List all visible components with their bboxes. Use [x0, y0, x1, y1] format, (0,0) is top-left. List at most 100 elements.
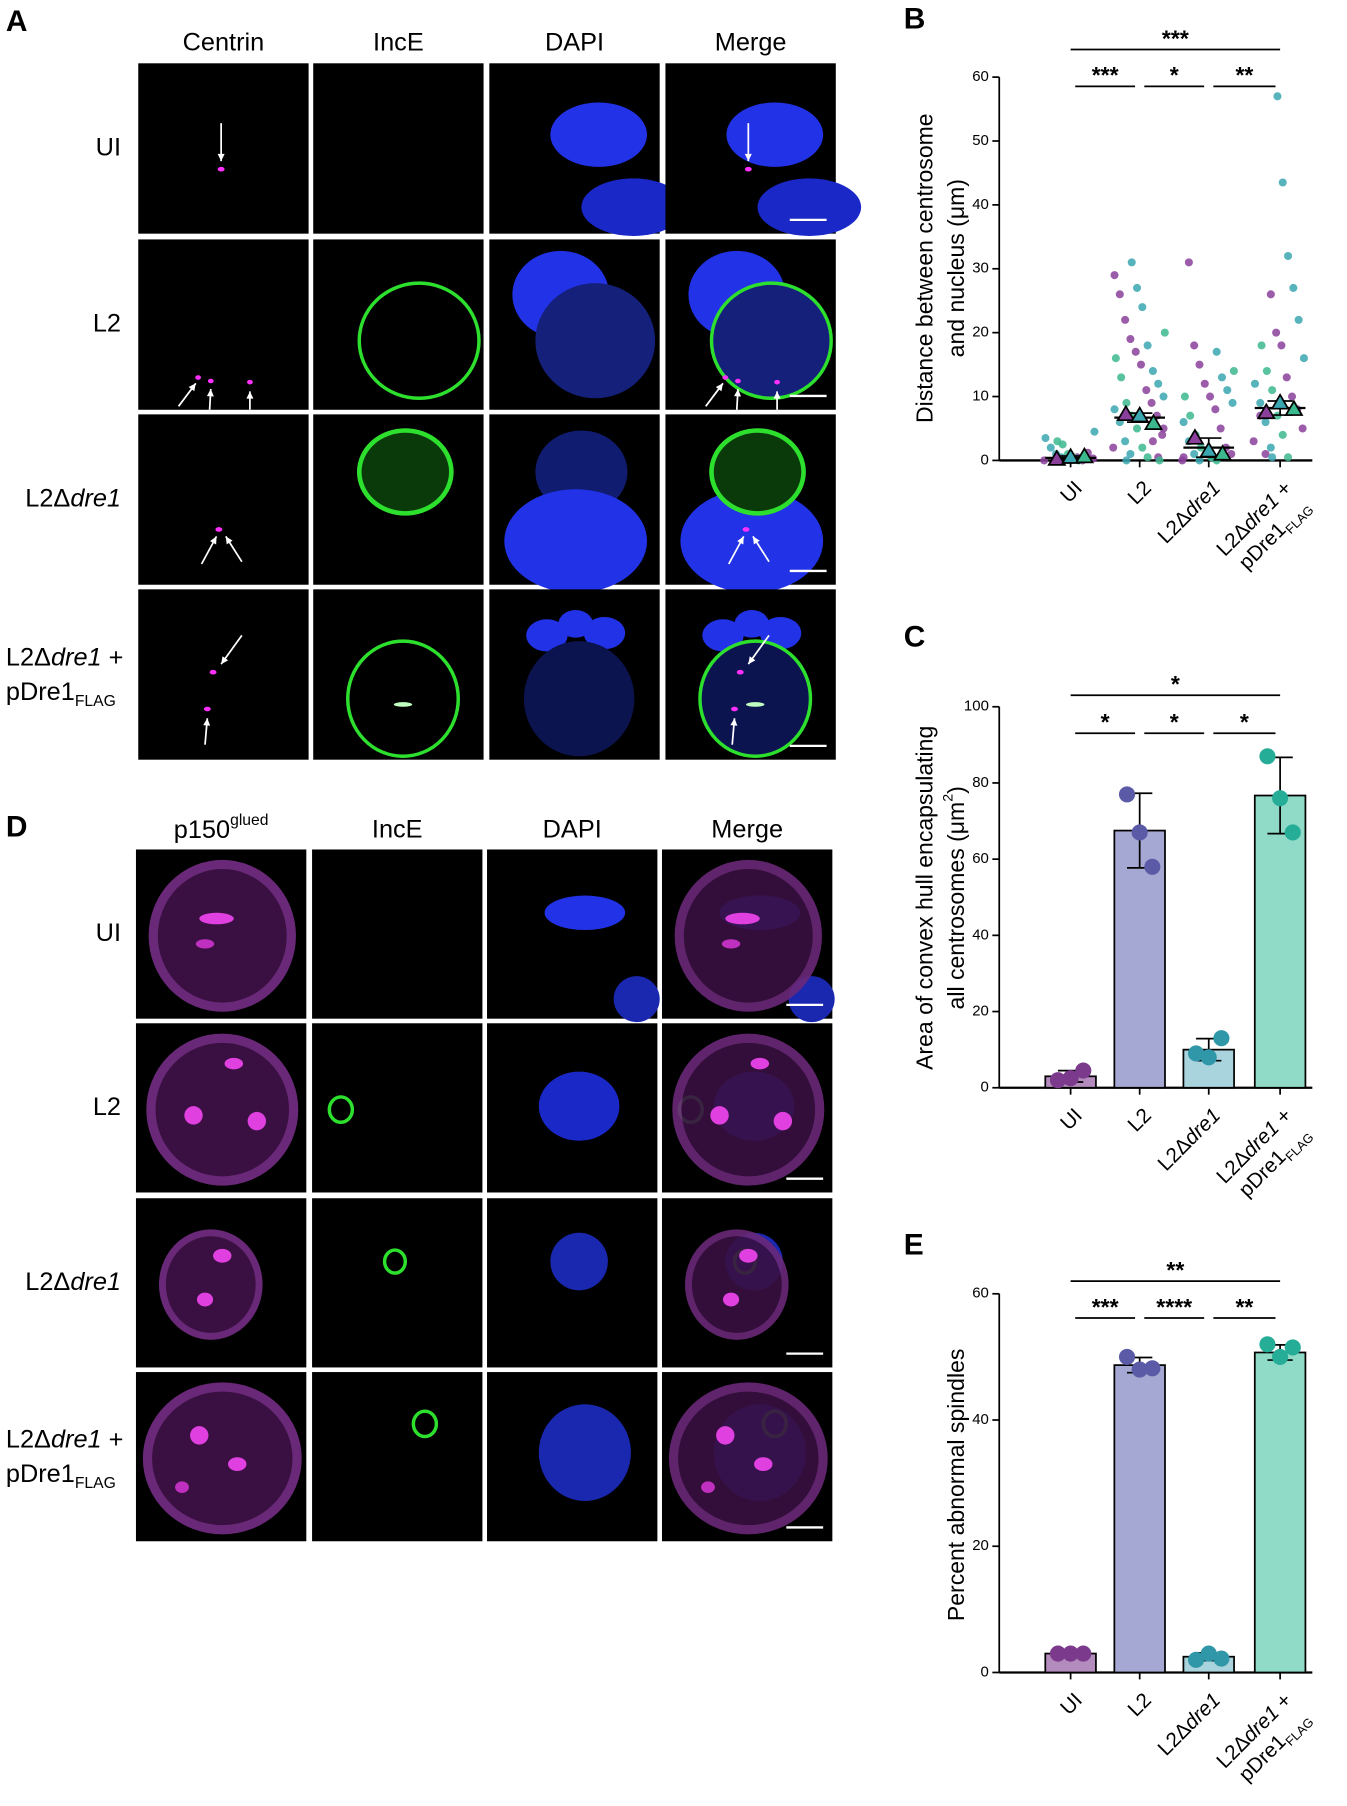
label-part: Area of convex hull encapsulating: [912, 726, 938, 1070]
data-point: [1138, 443, 1147, 452]
stain: [207, 378, 214, 384]
image-background: [138, 239, 309, 410]
stain: [213, 1248, 232, 1263]
stain: [742, 527, 750, 532]
stain: [698, 639, 813, 758]
data-point: [1259, 748, 1276, 765]
micrograph: [138, 63, 309, 234]
arrow-head: [209, 536, 217, 545]
label-part: Distance between centrosome: [912, 113, 938, 423]
y-tick-label: 50: [972, 132, 989, 149]
stain: [228, 1457, 247, 1472]
stain: [709, 428, 806, 516]
stain: [750, 1057, 770, 1070]
stain: [382, 1248, 408, 1275]
data-point: [1118, 1348, 1136, 1365]
data-point: [1217, 373, 1227, 382]
y-tick-label: 10: [972, 387, 989, 404]
significance-label: ****: [1156, 1294, 1192, 1320]
micrograph: [135, 1198, 307, 1368]
micrograph: [313, 63, 484, 234]
data-point: [1200, 1645, 1217, 1662]
y-tick-label: 0: [981, 1079, 989, 1096]
stain: [195, 375, 201, 380]
data-point: [1195, 456, 1204, 465]
data-point: [1277, 341, 1286, 350]
column-header: p150glued: [174, 812, 269, 844]
label-part: p150: [174, 816, 230, 844]
data-point: [1155, 456, 1164, 465]
stain: [393, 702, 413, 707]
data-point: [1284, 453, 1293, 462]
replicate-mean: [1270, 393, 1290, 410]
y-tick-label: 20: [972, 1002, 989, 1019]
stain: [247, 379, 253, 385]
stain: [142, 1382, 302, 1535]
stain: [759, 616, 802, 650]
bar: [1253, 1351, 1307, 1674]
stain: [357, 281, 481, 400]
data-point: [1144, 1360, 1161, 1377]
column-header: Merge: [715, 28, 787, 56]
data-point: [1179, 453, 1188, 462]
data-point: [1257, 341, 1266, 350]
row-label: L2: [93, 1093, 121, 1121]
arrow-head: [752, 536, 760, 545]
data-point: [1062, 1070, 1079, 1087]
data-point: [1131, 1361, 1148, 1378]
replicate-mean: [1284, 399, 1304, 416]
micrograph: [312, 849, 483, 1019]
y-axis-title: Percent abnormal spindles: [943, 1349, 969, 1622]
stain: [702, 619, 744, 652]
stain: [672, 1033, 825, 1186]
stain: [716, 1426, 735, 1445]
label-part: FLAG: [75, 1475, 116, 1492]
stain: [346, 639, 460, 758]
data-point: [1190, 341, 1199, 350]
data-point: [1136, 360, 1146, 369]
stain: [526, 619, 568, 652]
micrograph: [312, 1023, 483, 1193]
data-point: [1148, 366, 1157, 376]
label-part: L2Δ: [6, 1425, 51, 1453]
stain: [175, 1481, 189, 1493]
data-point: [1132, 283, 1142, 292]
data-point: [1268, 386, 1277, 395]
data-point: [1160, 328, 1169, 337]
data-point: [1062, 1645, 1079, 1662]
label-part: all centrosomes (μm: [943, 802, 969, 1010]
data-point: [1158, 430, 1167, 439]
data-point: [1049, 1072, 1067, 1089]
data-point: [1256, 398, 1265, 407]
data-point: [1144, 858, 1161, 875]
panel-label: A: [6, 5, 28, 38]
replicate-mean: [1143, 413, 1164, 430]
micrograph: [489, 239, 660, 410]
stain: [356, 428, 454, 516]
stain: [726, 102, 824, 167]
data-point: [1143, 341, 1152, 350]
micrograph: [313, 414, 484, 585]
label-part: L2Δ: [6, 643, 51, 671]
micrograph: [489, 63, 686, 236]
replicate-mean: [1185, 428, 1205, 445]
micrograph: [135, 849, 307, 1019]
column-header: Merge: [711, 816, 783, 844]
micrograph: [661, 1023, 833, 1193]
label-part: FLAG: [75, 693, 116, 710]
column-header: Centrin: [183, 28, 265, 56]
panel-label: C: [904, 621, 926, 654]
y-tick-label: 0: [981, 1663, 989, 1680]
data-point: [1131, 824, 1148, 841]
stain: [550, 1232, 608, 1291]
data-point: [1154, 379, 1163, 388]
data-point: [1075, 1645, 1092, 1662]
y-axis-title: Distance between centrosome and nucleus (…: [912, 113, 969, 423]
stain: [725, 912, 760, 925]
data-point: [1266, 290, 1275, 299]
data-point: [1075, 1062, 1092, 1079]
significance-label: ***: [1092, 1294, 1119, 1320]
stain: [538, 1404, 631, 1501]
stain: [535, 283, 656, 399]
stain: [711, 283, 832, 399]
